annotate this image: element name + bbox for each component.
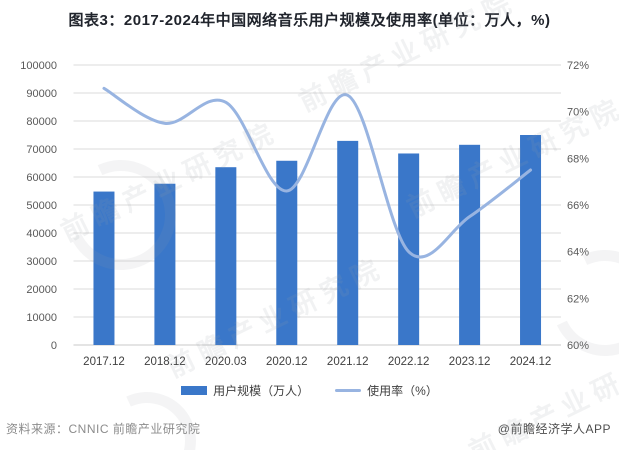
- x-axis-tick: 2023.12: [449, 356, 491, 368]
- usage-rate-line: [102, 86, 533, 259]
- y-axis-left-tick: 20000: [26, 284, 57, 296]
- bar-2018.12: [154, 183, 176, 345]
- legend-label-rate: 使用率（%）: [367, 383, 438, 398]
- bar-2021.12: [337, 140, 359, 345]
- credit-note: @前瞻经济学人APP: [497, 422, 611, 436]
- chart-title: 图表3：2017-2024年中国网络音乐用户规模及使用率(单位：万人，%): [68, 12, 551, 29]
- y-axis-left-tick: 70000: [26, 144, 57, 156]
- x-axis-tick: 2017.12: [83, 356, 125, 368]
- y-axis-right-tick: 62%: [567, 293, 589, 305]
- bar-2020.03: [215, 167, 237, 345]
- bar-2022.12: [398, 153, 420, 345]
- y-axis-left-tick: 60000: [26, 172, 57, 184]
- y-axis-right-tick: 64%: [567, 247, 589, 259]
- y-axis-left-tick: 90000: [26, 88, 57, 100]
- legend-item-rate: 使用率（%）: [335, 382, 438, 399]
- y-axis-right-tick: 66%: [567, 200, 589, 212]
- y-axis-left-tick: 0: [51, 340, 57, 352]
- y-axis-left-tick: 40000: [26, 228, 57, 240]
- x-axis-tick: 2022.12: [388, 356, 430, 368]
- y-axis-left-tick: 10000: [26, 312, 57, 324]
- y-axis-right-tick: 72%: [567, 60, 589, 72]
- bar-swatch-icon: [181, 385, 208, 395]
- y-axis-left-tick: 50000: [26, 200, 57, 212]
- x-axis-tick: 2018.12: [144, 356, 186, 368]
- x-axis-tick: 2024.12: [510, 356, 552, 368]
- line-swatch-icon: [335, 388, 362, 392]
- bar-2020.12: [276, 160, 298, 345]
- legend-label-users: 用户规模（万人）: [213, 383, 310, 398]
- bar-2023.12: [459, 144, 481, 345]
- y-axis-right-tick: 70%: [567, 107, 589, 119]
- y-axis-left-tick: 30000: [26, 256, 57, 268]
- y-axis-right-tick: 60%: [567, 340, 589, 352]
- bar-2024.12: [520, 135, 542, 345]
- y-axis-right-tick: 68%: [567, 153, 589, 165]
- legend-item-users: 用户规模（万人）: [181, 382, 309, 399]
- x-axis-tick: 2021.12: [327, 356, 369, 368]
- x-axis-tick: 2020.12: [266, 356, 308, 368]
- legend: 用户规模（万人） 使用率（%）: [0, 381, 619, 399]
- bar-2017.12: [93, 191, 115, 345]
- x-axis-tick: 2020.03: [205, 356, 247, 368]
- y-axis-left-tick: 80000: [26, 116, 57, 128]
- chart-svg: 0 10000 20000 30000 40000 50000 60000 70000 8000…: [20, 60, 589, 368]
- source-note: 资料来源：CNNIC 前瞻产业研究院: [6, 422, 201, 436]
- y-axis-left-tick: 100000: [20, 60, 57, 72]
